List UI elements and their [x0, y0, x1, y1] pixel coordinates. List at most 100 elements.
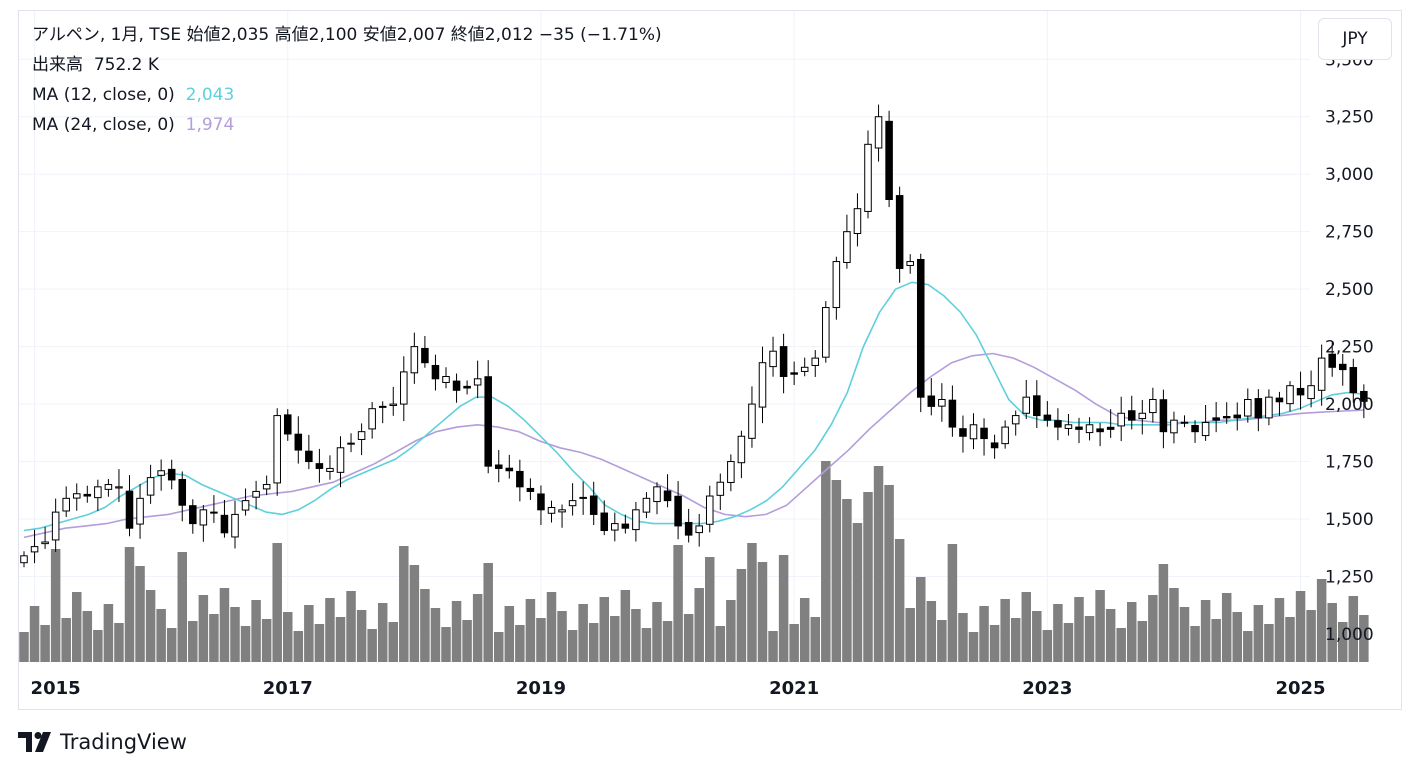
candle [568, 483, 577, 516]
candle-body [811, 357, 820, 366]
ma24line-path [23, 352, 1364, 539]
candle [558, 504, 566, 528]
candle-body [400, 371, 408, 405]
candle-body [410, 346, 419, 374]
ma24-legend[interactable]: MA (24, close, 0) 1,974 [32, 114, 234, 136]
candle-body [705, 495, 714, 525]
volume-bar [1327, 603, 1337, 662]
volume-bar [1053, 604, 1063, 662]
candle [1127, 395, 1136, 430]
price-axis[interactable]: 3,5003,2503,0002,7502,5002,2502,0001,750… [1325, 50, 1374, 645]
candle [959, 415, 967, 453]
candle [874, 104, 883, 162]
volume-bar [72, 592, 82, 662]
candle-body [885, 120, 893, 200]
time-tick-label: 2017 [263, 678, 313, 699]
candle [1328, 342, 1336, 377]
candle-body [146, 477, 155, 496]
candle-body [473, 378, 482, 386]
candle [938, 383, 946, 422]
volume-label: 出来高 [32, 55, 83, 75]
volume-bar [1295, 591, 1306, 662]
volume-bar [631, 609, 641, 662]
candle-body [1201, 421, 1210, 437]
candle [895, 186, 904, 283]
candle-body [336, 447, 345, 473]
candle-body [832, 261, 841, 309]
candle-body [72, 493, 81, 499]
volume-bar [409, 565, 420, 662]
candle-body [1328, 353, 1336, 368]
candle [368, 402, 376, 439]
candle [695, 513, 703, 547]
volume-bar [916, 577, 926, 662]
volume-bar [156, 609, 166, 662]
ohlc-legend: アルペン, 1月, TSE 始値2,035 高値2,100 安値2,007 終値… [32, 24, 662, 46]
candle [1349, 358, 1358, 403]
volume-bar [198, 595, 209, 662]
ma12-legend[interactable]: MA (12, close, 0) 2,043 [32, 84, 234, 106]
candle-body [484, 376, 492, 467]
time-axis[interactable]: 2015 2017 2019 2021 2023 2025 [31, 678, 1326, 699]
currency-button[interactable]: JPY [1318, 18, 1392, 60]
volume-bar [1306, 610, 1316, 662]
volume-bar [852, 523, 863, 662]
candle-body [1254, 398, 1263, 419]
price-tick-label: 3,250 [1325, 108, 1374, 128]
candle-body [210, 511, 218, 514]
candle-body [822, 307, 830, 358]
candle [621, 514, 630, 534]
candle-body [1054, 420, 1062, 428]
candle [199, 504, 208, 542]
time-tick-label: 2021 [769, 678, 819, 699]
candle [779, 333, 788, 394]
volume-bar [293, 631, 304, 662]
volume-bar [483, 563, 493, 662]
volume-bars [19, 461, 1369, 662]
volume-bar [1285, 617, 1295, 662]
candle-body [843, 231, 851, 263]
candle [157, 459, 165, 491]
candle-body [579, 496, 587, 499]
candle-body [1138, 412, 1147, 420]
candle-body [125, 490, 134, 529]
candle [326, 455, 334, 480]
candle [336, 436, 345, 488]
candle [1286, 381, 1294, 412]
candle-body [94, 486, 102, 499]
candle [62, 486, 70, 517]
candle-body [674, 495, 682, 527]
candle-body [716, 481, 725, 496]
volume-bar [662, 621, 673, 662]
candle [104, 479, 113, 497]
time-tick-label: 2019 [516, 678, 566, 699]
candle [463, 380, 471, 395]
candle [906, 254, 914, 274]
volume-bar [673, 545, 683, 662]
volume-bar [947, 544, 958, 662]
volume-bar [620, 590, 631, 662]
candle [716, 473, 725, 511]
candle [526, 478, 535, 500]
candle-body [980, 427, 988, 440]
candle-body [178, 478, 187, 506]
candle-body [315, 463, 324, 469]
candle [1096, 422, 1104, 447]
candle-body [727, 461, 735, 483]
candle-body [853, 208, 862, 235]
candle-body [1075, 426, 1083, 430]
candle [357, 423, 366, 456]
volume-bar [799, 598, 810, 662]
tradingview-logo[interactable]: TradingView [18, 730, 187, 754]
candle [178, 471, 187, 522]
candle [1159, 389, 1168, 449]
volume-bar [926, 601, 937, 662]
volume-bar [103, 604, 114, 662]
volume-bar [1232, 612, 1242, 662]
candle-body [600, 512, 609, 532]
volume-bar [1000, 599, 1010, 662]
candle [853, 193, 862, 247]
candle [927, 378, 936, 416]
candle-body [505, 467, 514, 472]
